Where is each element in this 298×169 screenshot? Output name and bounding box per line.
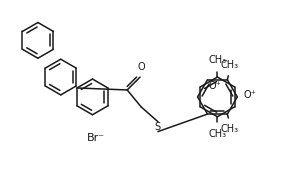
Text: O⁺: O⁺ — [208, 81, 221, 91]
Text: Br⁻: Br⁻ — [86, 132, 105, 143]
Text: CH₃: CH₃ — [208, 129, 226, 139]
Text: CH₃: CH₃ — [220, 124, 238, 134]
Text: CH₃: CH₃ — [220, 60, 238, 70]
Text: O: O — [137, 62, 145, 72]
Text: O⁺: O⁺ — [243, 90, 256, 100]
Text: S: S — [155, 122, 161, 132]
Text: CH₃: CH₃ — [208, 55, 226, 65]
